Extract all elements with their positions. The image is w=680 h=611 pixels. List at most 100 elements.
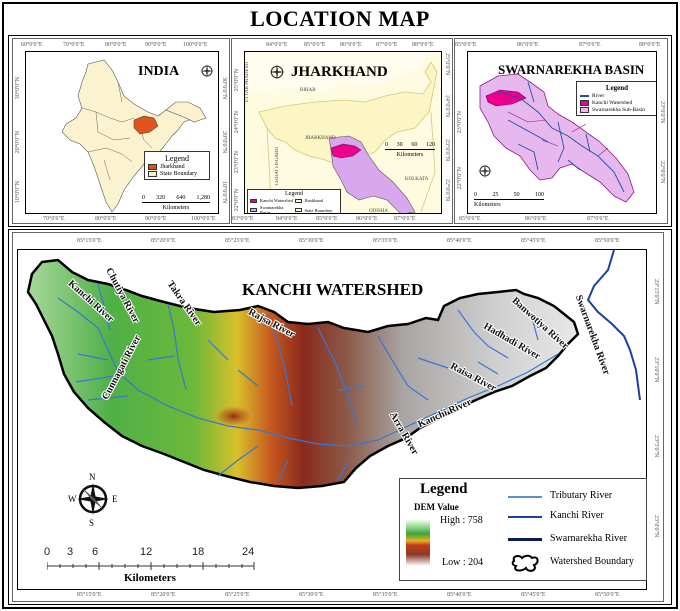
main-map-title: KANCHI WATERSHED [242,280,424,299]
tick: 85°20'0"E [151,238,176,244]
tick: 85°15'0"E [77,592,102,598]
scale-unit: Kilometers [124,572,176,584]
legend-title: Legend [285,191,303,197]
india-scale-bar: 0 320 640 1,280 Kilometers [142,195,210,211]
subbasin-swatch [580,107,589,113]
swarnarekha-scale-bar: 0 25 50 100 Kilometers [474,192,544,208]
legend-label: Jharkhand [160,164,185,170]
tick: 85°25'0"E [225,592,250,598]
compass-w: W [68,494,77,504]
jharkhand-map: JHARKHAND BIHAR UTTAR PRADESH JHARKHAND … [244,51,442,214]
place-label-uttar-pradesh: UTTAR PRADESH [245,62,250,103]
tick: 88°0'0"E [639,42,661,48]
tick: 88°0'0"E [412,42,434,48]
tick: 85°15'0"E [77,238,102,244]
legend-title: Legend [165,154,189,163]
tick: 60°0'0"E [21,42,43,48]
scale-value: 0 [385,142,388,148]
tick: 85°45'0"E [521,592,546,598]
tick: 85°25'0"E [225,238,250,244]
scale-value: 0 [142,195,145,201]
tick: 70°0'0"E [63,42,85,48]
tick: 30°0'0"N [15,77,21,100]
legend-label: Kanchi Watershed [592,100,633,106]
swarnarekha-legend: Legend River Kanchi Watershed Swarnarekh… [576,81,656,116]
tick: 86°0'0"E [340,42,362,48]
scale-value: 100 [534,192,544,198]
state-boundary-swatch [294,208,302,212]
place-label-chhattisgarh: CHHATTISGARH [275,147,280,186]
jharkhand-legend: Legend Kanchi Watershed Jharkhand Swarna… [247,189,341,214]
state-boundary-swatch [148,171,157,177]
tick: 24°0'0"N [234,111,240,134]
scale-value: 0 [44,546,51,558]
insets-frame [8,35,672,227]
compass-e: E [112,494,118,504]
scale-value: 320 [156,195,166,201]
tick: 85°0'0"E [304,42,326,48]
tick: 22°0'0"N [444,179,450,202]
tick: 80°0'0"E [95,216,117,222]
tick: 80°0'0"E [105,42,127,48]
watershed-dem [26,250,641,490]
compass-rose-icon [77,483,109,515]
tick: 25°0'0"N [234,69,240,92]
legend-title: Legend [420,481,468,497]
swarnarekha-map: SWARNAREKHA BASIN Legend River Kanchi Wa… [467,51,657,214]
scale-value: 50 [513,192,520,198]
tick: 85°0'0"E [455,42,477,48]
jharkhand-swatch [148,164,157,170]
compass-n: N [89,472,96,482]
legend-title: Legend [605,84,629,92]
inset-title-jharkhand: JHARKHAND [291,64,388,80]
scale-value: 640 [176,195,186,201]
scale-value: 0 [474,192,477,198]
legend-label: Kanchi Watershed [260,198,293,203]
main-panel: 85°15'0"E 85°20'0"E 85°25'0"E 85°30'0"E … [12,232,664,602]
tick: 85°35'0"E [373,238,398,244]
legend-label: Swarnarekha Basin [259,205,284,214]
tick: 85°20'0"E [151,592,176,598]
legend-label: Swarnarekha Sub-Basin [592,107,646,113]
tick: 23°0'0"N [234,151,240,174]
tick: 22°0'0"N [659,161,665,184]
tick: 100°0'0"E [183,42,208,48]
kanchi-swatch [250,198,257,203]
jharkhand-swatch [294,198,302,203]
jharkhand-inset: 84°0'0"E 85°0'0"E 86°0'0"E 87°0'0"E 88°0… [231,38,453,224]
tick: 23°0'0"N [653,515,659,538]
tick: 70°0'0"E [43,216,65,222]
tick: 20°0'0"N [15,131,21,154]
tick: 85°0'0"E [316,216,338,222]
tick: 100°0'0"E [191,216,216,222]
tick: 90°0'0"E [145,216,167,222]
jharkhand-shape [245,52,441,213]
basin-shape [479,73,635,203]
tick: 83°0'0"E [232,216,254,222]
legend-label: River [592,93,605,99]
tick: 23°0'0"N [457,111,463,134]
tick: 85°0'0"E [459,216,481,222]
tributary-line-icon [508,496,542,498]
tick: 20°0'0"N [221,131,227,154]
kanchi-line-icon [508,516,542,518]
scale-unit: Kilometers [162,205,190,211]
tick: 86°0'0"E [356,216,378,222]
watershed-boundary-icon [511,554,539,572]
compass-icon [200,64,214,78]
place-label-odisha: ODISHA [369,209,388,214]
inset-title-swarnarekha: SWARNAREKHA BASIN [498,62,645,77]
dem-color-ramp [406,520,430,566]
india-inset: 60°0'0"E 70°0'0"E 80°0'0"E 90°0'0"E 100°… [12,38,230,224]
tick: 10°0'0"N [15,181,21,204]
tick: 30°0'0"N [221,77,227,100]
scale-unit: Kilometers [396,152,424,158]
tick: 85°45'0"E [521,238,546,244]
jharkhand-scale-bar: 0 30 60 120 Kilometers [385,142,435,158]
tick: 90°0'0"E [145,42,167,48]
tick: 23°0'0"N [659,101,665,124]
scale-value: 3 [67,546,74,558]
india-shape [61,59,207,213]
tick: 86°0'0"E [525,216,547,222]
